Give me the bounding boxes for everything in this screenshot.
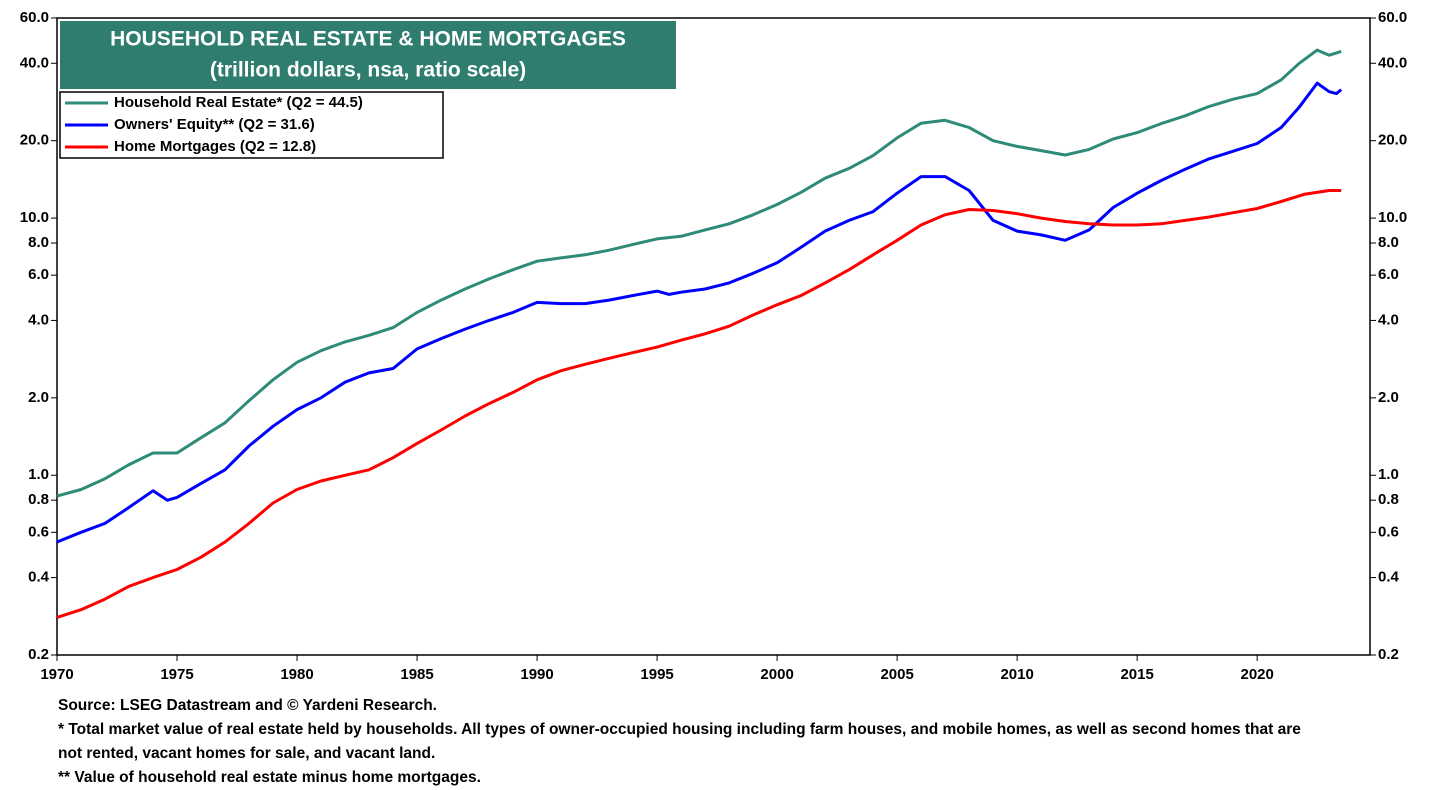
y2-tick-label: 0.8 bbox=[1378, 491, 1399, 508]
y-tick-label: 60.0 bbox=[20, 9, 49, 26]
y2-tick-label: 6.0 bbox=[1378, 266, 1399, 283]
x-tick-label: 2000 bbox=[760, 666, 793, 683]
y-tick-label: 0.8 bbox=[28, 491, 49, 508]
x-tick-label: 1970 bbox=[40, 666, 73, 683]
x-tick-label: 1990 bbox=[520, 666, 553, 683]
source-note: Source: LSEG Datastream and © Yardeni Re… bbox=[58, 697, 437, 714]
title-box bbox=[60, 21, 676, 89]
y-tick-label: 0.6 bbox=[28, 523, 49, 540]
legend-label: Household Real Estate* (Q2 = 44.5) bbox=[114, 94, 363, 111]
y2-tick-label: 8.0 bbox=[1378, 234, 1399, 251]
y2-tick-label: 0.4 bbox=[1378, 569, 1400, 586]
chart-subtitle: (trillion dollars, nsa, ratio scale) bbox=[210, 59, 526, 82]
x-tick-label: 2010 bbox=[1000, 666, 1033, 683]
notes: Source: LSEG Datastream and © Yardeni Re… bbox=[58, 694, 1308, 790]
x-tick-label: 2005 bbox=[880, 666, 913, 683]
y-tick-label: 1.0 bbox=[28, 466, 49, 483]
y-tick-label: 20.0 bbox=[20, 132, 49, 149]
y-tick-label: 0.2 bbox=[28, 646, 49, 663]
y-tick-label: 8.0 bbox=[28, 234, 49, 251]
x-tick-label: 2020 bbox=[1240, 666, 1273, 683]
legend bbox=[59, 91, 444, 159]
y-tick-label: 4.0 bbox=[28, 311, 49, 328]
footnote: * Total market value of real estate held… bbox=[58, 721, 1301, 762]
series-line bbox=[56, 81, 1343, 544]
y2-tick-label: 40.0 bbox=[1378, 54, 1407, 71]
x-tick-label: 1975 bbox=[160, 666, 193, 683]
x-tick-label: 1995 bbox=[640, 666, 673, 683]
chart: HOUSEHOLD REAL ESTATE & HOME MORTGAGES (… bbox=[20, 9, 1407, 683]
y2-tick-label: 4.0 bbox=[1378, 311, 1399, 328]
series-line bbox=[56, 48, 1342, 498]
y-tick-label: 10.0 bbox=[20, 209, 49, 226]
x-tick-label: 1985 bbox=[400, 666, 433, 683]
footnote: ** Value of household real estate minus … bbox=[58, 769, 481, 786]
y2-tick-label: 1.0 bbox=[1378, 466, 1399, 483]
chart-title: HOUSEHOLD REAL ESTATE & HOME MORTGAGES bbox=[110, 28, 626, 51]
y2-tick-label: 20.0 bbox=[1378, 132, 1407, 149]
y-tick-label: 40.0 bbox=[20, 54, 49, 71]
y-tick-label: 0.4 bbox=[28, 569, 50, 586]
y2-tick-label: 60.0 bbox=[1378, 9, 1407, 26]
x-tick-label: 1980 bbox=[280, 666, 313, 683]
y2-tick-label: 0.2 bbox=[1378, 646, 1399, 663]
legend-label: Home Mortgages (Q2 = 12.8) bbox=[114, 138, 316, 155]
y2-tick-label: 0.6 bbox=[1378, 523, 1399, 540]
y2-tick-label: 2.0 bbox=[1378, 389, 1399, 406]
legend-label: Owners' Equity** (Q2 = 31.6) bbox=[114, 116, 315, 133]
plot-frame bbox=[56, 17, 1371, 656]
series-line bbox=[56, 189, 1342, 619]
y2-tick-label: 10.0 bbox=[1378, 209, 1407, 226]
y-tick-label: 2.0 bbox=[28, 389, 49, 406]
y-tick-label: 6.0 bbox=[28, 266, 49, 283]
x-tick-label: 2015 bbox=[1120, 666, 1153, 683]
